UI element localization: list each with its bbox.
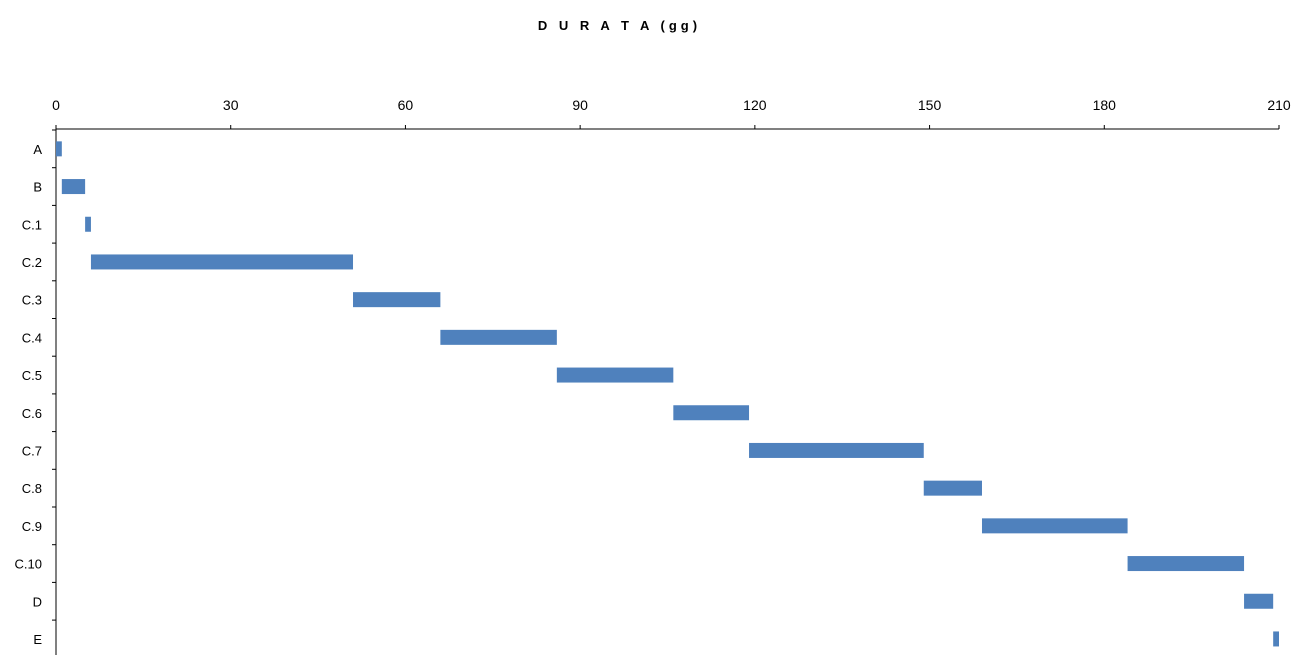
duration-bar — [90, 254, 354, 270]
duration-bar — [556, 367, 674, 383]
duration-bar — [923, 480, 982, 496]
duration-bar — [61, 179, 86, 195]
duration-bar — [1244, 593, 1274, 609]
category-label: C.3 — [22, 293, 42, 308]
x-tick-label: 120 — [743, 97, 767, 113]
category-label: A — [33, 142, 42, 157]
x-tick-label: 90 — [572, 97, 588, 113]
duration-bar — [85, 216, 91, 232]
category-label: C.4 — [22, 330, 42, 345]
x-tick-label: 0 — [52, 97, 60, 113]
category-label: B — [33, 180, 42, 195]
category-label: C.5 — [22, 368, 42, 383]
duration-bar — [981, 518, 1128, 534]
x-tick-label: 180 — [1093, 97, 1117, 113]
category-label: C.9 — [22, 519, 42, 534]
duration-bar — [673, 405, 750, 421]
category-label: C.7 — [22, 443, 42, 458]
category-label: C.2 — [22, 255, 42, 270]
category-label: E — [33, 632, 42, 647]
duration-bar — [749, 442, 924, 458]
duration-bar — [56, 141, 62, 157]
duration-bar — [1127, 556, 1245, 572]
category-label: C.10 — [15, 557, 42, 572]
category-label: D — [33, 594, 42, 609]
x-tick-label: 60 — [398, 97, 414, 113]
duration-bar — [353, 292, 441, 308]
x-tick-label: 210 — [1267, 97, 1291, 113]
x-tick-label: 150 — [918, 97, 942, 113]
duration-bar — [1273, 631, 1279, 647]
x-tick-label: 30 — [223, 97, 239, 113]
chart-title: D U R A T A (gg) — [537, 18, 702, 33]
duration-bar — [440, 329, 557, 345]
category-label: C.1 — [22, 217, 42, 232]
category-label: C.8 — [22, 481, 42, 496]
category-label: C.6 — [22, 406, 42, 421]
